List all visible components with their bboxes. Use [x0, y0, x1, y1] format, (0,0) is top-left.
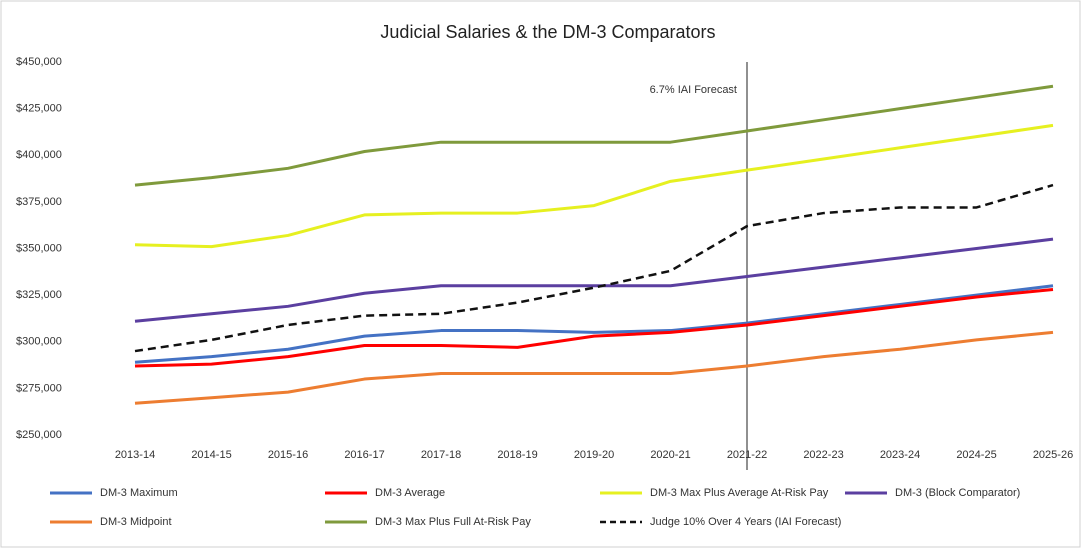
x-tick-label: 2025-26: [1033, 449, 1073, 461]
y-tick-label: $300,000: [16, 336, 62, 348]
y-tick-label: $250,000: [16, 429, 62, 441]
y-tick-label: $450,000: [16, 56, 62, 68]
x-tick-label: 2013-14: [115, 449, 155, 461]
legend-label: DM-3 Maximum: [100, 487, 178, 499]
legend-label: Judge 10% Over 4 Years (IAI Forecast): [650, 516, 841, 528]
x-tick-label: 2018-19: [497, 449, 537, 461]
series-line: [134, 237, 1054, 323]
x-tick-label: 2019-20: [574, 449, 614, 461]
x-tick-label: 2014-15: [191, 449, 231, 461]
chart-title: Judicial Salaries & the DM-3 Comparators: [380, 22, 715, 42]
x-tick-label: 2024-25: [956, 449, 996, 461]
annotation: 6.7% IAI Forecast: [650, 84, 737, 96]
series-line: [134, 288, 1054, 368]
series-line: [134, 284, 1054, 364]
y-tick-label: $375,000: [16, 196, 62, 208]
legend-label: DM-3 (Block Comparator): [895, 487, 1020, 499]
y-tick-label: $400,000: [16, 149, 62, 161]
x-tick-label: 2020-21: [650, 449, 690, 461]
series-line: [134, 84, 1054, 187]
x-tick-label: 2017-18: [421, 449, 461, 461]
legend-label: DM-3 Max Plus Full At-Risk Pay: [375, 516, 531, 528]
x-tick-label: 2022-23: [803, 449, 843, 461]
y-tick-label: $325,000: [16, 289, 62, 301]
series-line: [134, 183, 1054, 353]
series-line: [134, 330, 1054, 405]
x-tick-label: 2016-17: [344, 449, 384, 461]
legend-label: DM-3 Average: [375, 487, 445, 499]
y-tick-label: $425,000: [16, 103, 62, 115]
legend-label: DM-3 Max Plus Average At-Risk Pay: [650, 487, 829, 499]
legend-label: DM-3 Midpoint: [100, 516, 172, 528]
y-tick-label: $275,000: [16, 382, 62, 394]
x-tick-label: 2023-24: [880, 449, 920, 461]
y-tick-label: $350,000: [16, 242, 62, 254]
x-tick-label: 2015-16: [268, 449, 308, 461]
series-line: [134, 123, 1054, 249]
